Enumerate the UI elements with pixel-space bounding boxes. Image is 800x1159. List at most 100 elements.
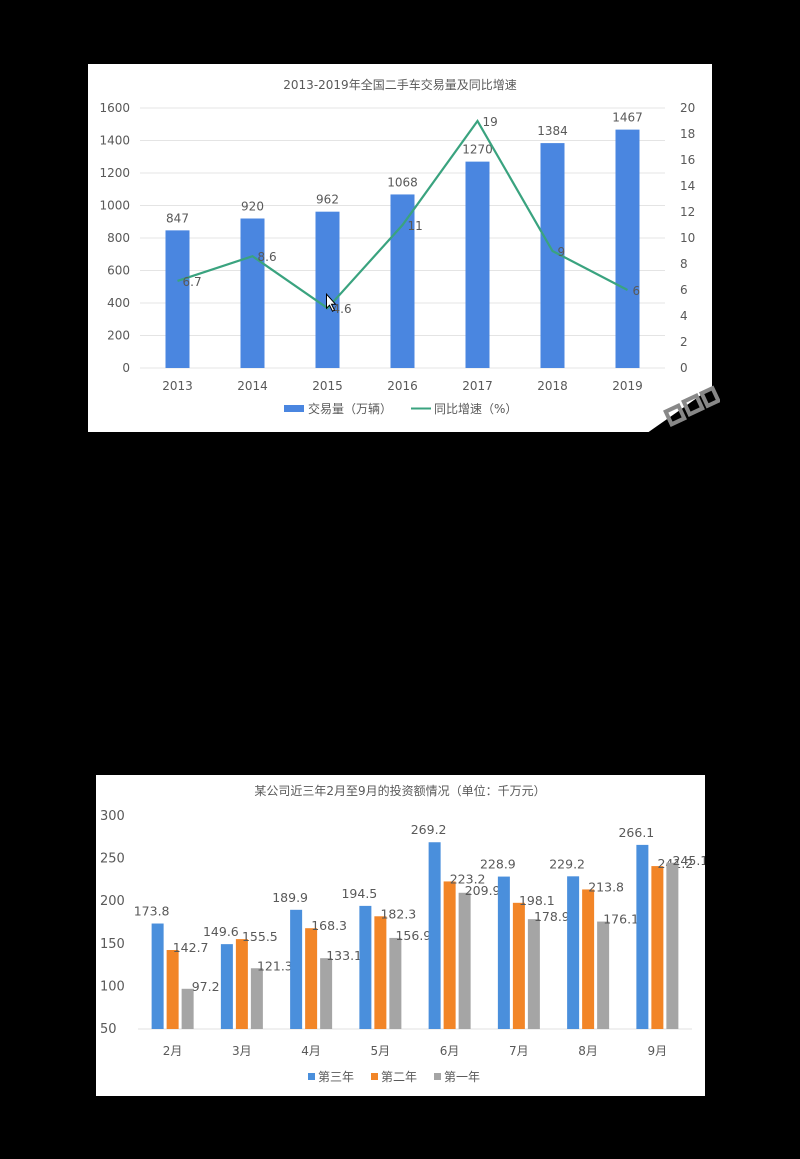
legend-label-2: 第一年: [444, 1070, 480, 1084]
x-axis-tick: 2017: [462, 379, 493, 393]
bar-value-label: 182.3: [380, 906, 416, 921]
line-value-label: 6: [633, 284, 641, 298]
right-axis-tick: 12: [680, 205, 695, 219]
legend-swatch-2: [434, 1073, 441, 1080]
bar-第三年-5月: [359, 905, 372, 1029]
y-axis-tick: 300: [100, 809, 125, 824]
x-axis-tick: 9月: [648, 1044, 668, 1058]
bar-2015: [315, 211, 340, 368]
right-axis-tick: 4: [680, 309, 688, 323]
left-axis-tick: 1400: [99, 134, 130, 148]
bar-第三年-2月: [151, 923, 164, 1029]
bar-2019: [615, 129, 640, 368]
growth-line: [177, 118, 629, 310]
bar-value-label: 266.1: [618, 825, 654, 840]
bar-value-label: 194.5: [341, 886, 377, 901]
right-axis-tick: 8: [680, 257, 688, 271]
bar-2014: [240, 218, 265, 368]
bar-第一年-2月: [181, 988, 194, 1029]
left-axis-tick: 1000: [99, 199, 130, 213]
x-axis-tick: 7月: [509, 1044, 529, 1058]
legend-bar-label: 交易量（万辆）: [308, 401, 392, 416]
line-value-label: 6.7: [183, 275, 202, 289]
bar-第一年-4月: [320, 958, 333, 1029]
x-axis-tick: 2016: [387, 379, 418, 393]
bar-value-label: 223.2: [450, 871, 486, 886]
bar-第一年-5月: [389, 937, 402, 1029]
legend-bar-swatch: [284, 405, 304, 412]
right-axis-tick: 16: [680, 153, 695, 167]
x-axis-tick: 8月: [578, 1044, 598, 1058]
watermark-logo-icon: [640, 385, 720, 440]
bar-第三年-9月: [636, 844, 649, 1029]
bar-value-label: 1467: [612, 111, 643, 125]
bar-第一年-6月: [458, 892, 471, 1029]
bar-2013: [165, 230, 190, 368]
bar-value-label: 198.1: [519, 893, 555, 908]
bar-value-label: 962: [316, 193, 339, 207]
y-axis-tick: 50: [100, 1022, 117, 1037]
bar-value-label: 168.3: [311, 918, 347, 933]
bar-value-label: 142.7: [173, 940, 209, 955]
legend-label-1: 第二年: [381, 1070, 417, 1084]
bar-第二年-8月: [582, 889, 595, 1029]
left-axis-tick: 0: [122, 361, 130, 375]
bar-2017: [465, 161, 490, 368]
bar-value-label: 189.9: [272, 890, 308, 905]
left-axis-tick: 600: [107, 264, 130, 278]
bar-value-label: 213.8: [588, 879, 624, 894]
bar-value-label: 209.9: [465, 883, 501, 898]
bar-第二年-9月: [651, 866, 664, 1029]
bar-第二年-2月: [166, 950, 179, 1029]
right-axis-tick: 14: [680, 179, 695, 193]
bar-value-label: 1384: [537, 124, 568, 138]
bar-value-label: 155.5: [242, 929, 278, 944]
bar-value-label: 228.9: [480, 857, 516, 872]
bar-第一年-8月: [597, 921, 610, 1029]
bar-第三年-6月: [428, 842, 441, 1029]
x-axis-tick: 4月: [301, 1044, 321, 1058]
bar-value-label: 1068: [387, 175, 418, 189]
bar-第二年-5月: [374, 916, 387, 1029]
bar-第二年-4月: [305, 928, 318, 1029]
bar-第三年-4月: [290, 909, 303, 1029]
bar-第二年-6月: [443, 881, 456, 1029]
right-axis-tick: 0: [680, 361, 688, 375]
bar-第一年-3月: [250, 968, 263, 1029]
bar-value-label: 229.2: [549, 856, 585, 871]
x-axis-tick: 3月: [232, 1044, 252, 1058]
y-axis-tick: 150: [100, 937, 125, 952]
y-axis-tick: 250: [100, 852, 125, 867]
x-axis-tick: 6月: [440, 1044, 460, 1058]
left-axis-tick: 1200: [99, 166, 130, 180]
chart2-title: 某公司近三年2月至9月的投资额情况（单位：千万元）: [254, 783, 545, 798]
bar-value-label: 920: [241, 200, 264, 214]
chart2-canvas: 某公司近三年2月至9月的投资额情况（单位：千万元） 50 100 150 200 250 3…: [100, 783, 705, 1084]
bar-第二年-7月: [512, 902, 525, 1029]
bar-value-label: 245.1: [672, 853, 705, 868]
chart-used-car-transactions: 2013-2019年全国二手车交易量及同比增速 0 200 400 600 800 1000…: [88, 64, 712, 432]
right-axis-tick: 20: [680, 101, 695, 115]
legend-label-0: 第三年: [318, 1070, 354, 1084]
bar-value-label: 173.8: [134, 904, 170, 919]
bar-value-label: 97.2: [192, 979, 220, 994]
x-axis-tick: 5月: [371, 1044, 391, 1058]
x-axis-tick: 2019: [612, 379, 643, 393]
bar-第一年-9月: [666, 862, 679, 1029]
bar-value-label: 178.9: [534, 909, 570, 924]
line-value-label: 8.6: [258, 250, 277, 264]
x-axis-tick: 2013: [162, 379, 193, 393]
bar-value-label: 847: [166, 211, 189, 225]
x-axis-tick: 2018: [537, 379, 568, 393]
bar-value-label: 121.3: [257, 958, 293, 973]
right-axis-tick: 10: [680, 231, 695, 245]
bar-value-label: 1270: [462, 143, 493, 157]
x-axis-tick: 2月: [163, 1044, 183, 1058]
x-axis-tick: 2015: [312, 379, 343, 393]
right-axis-tick: 2: [680, 335, 688, 349]
bar-value-label: 149.6: [203, 924, 239, 939]
line-value-label: 19: [483, 115, 498, 129]
bar-value-label: 269.2: [411, 822, 447, 837]
chart-investment-amount: 某公司近三年2月至9月的投资额情况（单位：千万元） 50 100 150 200 250 3…: [96, 775, 705, 1096]
left-axis-tick: 400: [107, 296, 130, 310]
